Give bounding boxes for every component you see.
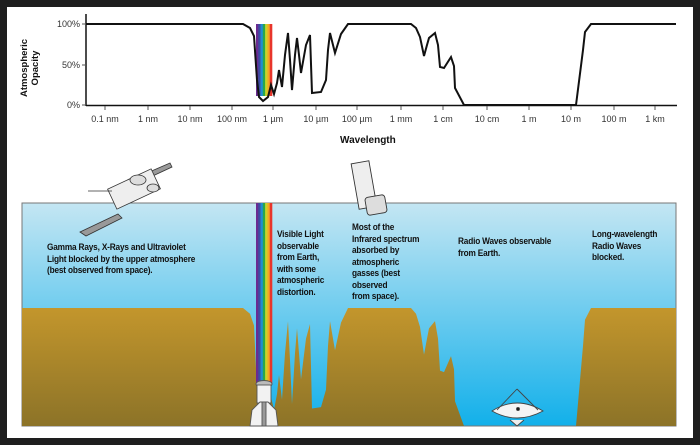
spectrum-stripe bbox=[260, 24, 264, 96]
spectrum-stripe bbox=[256, 24, 259, 96]
x-tick-label: 10 cm bbox=[475, 114, 500, 124]
spectrum-stripe bbox=[269, 24, 273, 96]
spectrum-stripe bbox=[258, 203, 261, 384]
ground-telescope-icon bbox=[249, 380, 279, 427]
x-tick-label: 1 cm bbox=[433, 114, 453, 124]
radio-waves-note: Radio Waves observable from Earth. bbox=[458, 236, 552, 258]
satellite-icon bbox=[79, 162, 173, 237]
infrared-note: Most of the Infrared spectrum absorbed b… bbox=[352, 222, 420, 301]
atmosphere-ground-shape bbox=[22, 308, 676, 426]
spectrum-stripe bbox=[258, 24, 261, 96]
visible-light-note: Visible Light observable from Earth, wit… bbox=[277, 229, 325, 297]
x-tick-label: 10 µm bbox=[303, 114, 328, 124]
spectrum-stripe bbox=[265, 203, 268, 384]
x-axis-label: Wavelength bbox=[340, 135, 396, 146]
y-tick-label: 0% bbox=[67, 100, 80, 110]
spectrum-stripe bbox=[267, 24, 271, 96]
space-telescope-icon bbox=[350, 160, 388, 216]
x-tick-label: 10 m bbox=[561, 114, 581, 124]
opacity-curve bbox=[86, 23, 676, 106]
x-tick-label: 0.1 nm bbox=[91, 114, 119, 124]
radio-dish-icon bbox=[491, 388, 544, 427]
visible-spectrum-band bbox=[256, 24, 273, 96]
gamma-xray-uv-note: Gamma Rays, X-Rays and Ultraviolet Light… bbox=[47, 242, 196, 275]
spectrum-stripe bbox=[269, 203, 273, 384]
long-wavelength-radio-note: Long-wavelength Radio Waves blocked. bbox=[592, 229, 658, 262]
x-tick-label: 1 km bbox=[645, 114, 665, 124]
y-axis-label: Atmospheric Opacity bbox=[19, 38, 41, 98]
x-tick-label: 1 µm bbox=[263, 114, 283, 124]
x-tick-label: 1 m bbox=[521, 114, 536, 124]
spectrum-stripe bbox=[256, 203, 259, 384]
x-tick-label: 1 mm bbox=[390, 114, 413, 124]
y-tick-label: 100% bbox=[57, 19, 80, 29]
spectrum-stripe bbox=[267, 203, 271, 384]
y-tick-label: 50% bbox=[62, 60, 80, 70]
x-tick-label: 100 m bbox=[601, 114, 626, 124]
x-tick-label: 10 nm bbox=[177, 114, 202, 124]
spectrum-stripe bbox=[262, 203, 266, 384]
x-tick-label: 1 nm bbox=[138, 114, 158, 124]
visible-light-beam bbox=[256, 203, 273, 384]
x-tick-label: 100 nm bbox=[217, 114, 247, 124]
x-tick-label: 100 µm bbox=[342, 114, 372, 124]
spectrum-stripe bbox=[262, 24, 266, 96]
spectrum-stripe bbox=[265, 24, 268, 96]
spectrum-stripe bbox=[260, 203, 264, 384]
